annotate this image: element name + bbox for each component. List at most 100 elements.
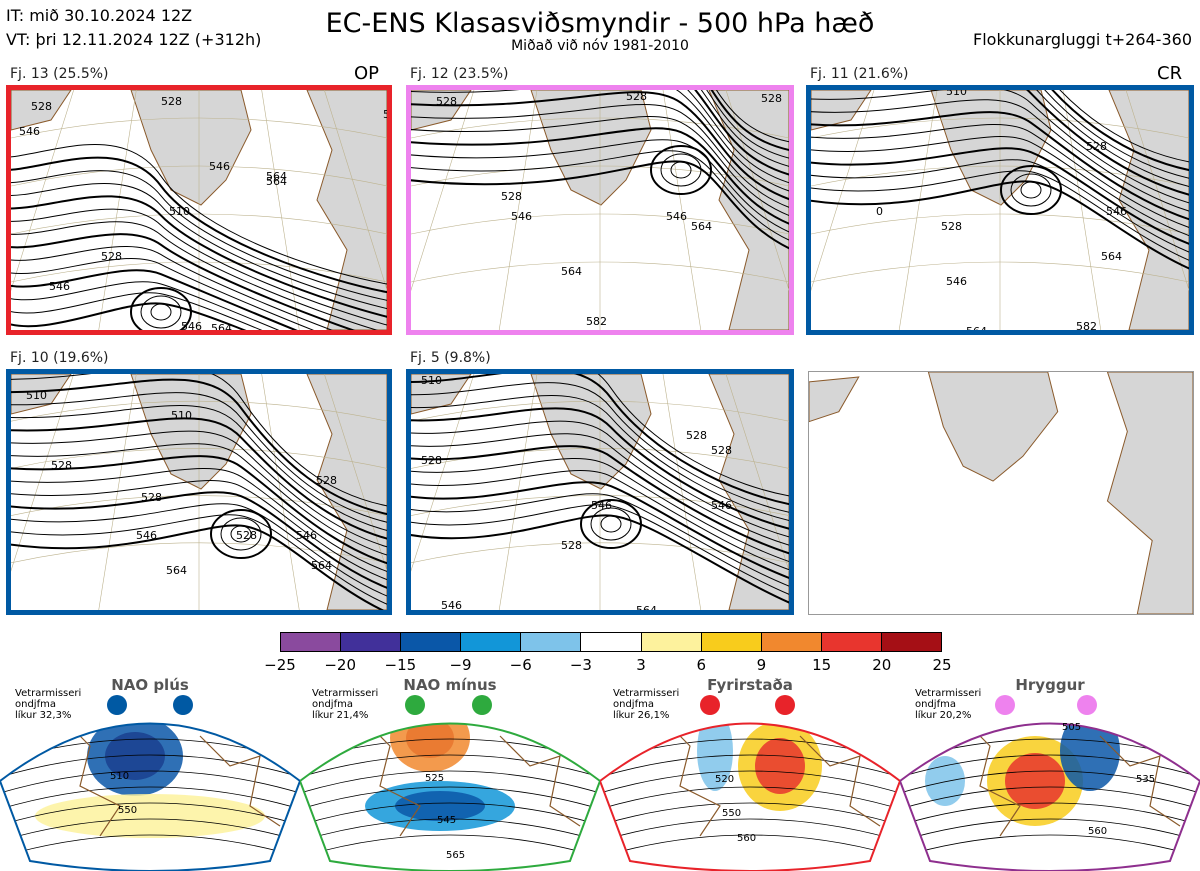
height-contour <box>811 111 1189 221</box>
anomaly-shading <box>406 723 454 758</box>
regime-map: 505 535 560 <box>900 695 1200 871</box>
contour-label: 528 <box>761 92 782 105</box>
height-contour <box>411 395 789 521</box>
contour-label: 546 <box>296 529 317 542</box>
graticule-line <box>811 90 875 291</box>
contour-label: 546 <box>383 108 387 121</box>
contour-label: 525 <box>425 773 444 784</box>
height-contour <box>300 754 600 781</box>
contour-label: 528 <box>561 539 582 552</box>
anomaly-shading <box>1005 753 1065 809</box>
contour-label: 510 <box>26 389 47 402</box>
height-contour <box>411 493 789 587</box>
regime-marker-dot <box>107 695 127 715</box>
cluster-map-panel[interactable]: 510 528 528 528 546 546 564 528 546 <box>406 369 794 615</box>
height-contour <box>11 392 387 523</box>
height-contour <box>11 195 387 318</box>
contour-label: 505 <box>1062 722 1081 733</box>
contour-label: 564 <box>266 170 287 183</box>
graticule-line <box>1062 90 1102 330</box>
low-center-contour <box>1010 173 1052 207</box>
map-canvas: 528 546 546 546 510 528 564 546 546 564 528 564 <box>11 90 387 330</box>
height-contour <box>411 445 789 555</box>
height-contour <box>900 834 1200 861</box>
height-contour <box>11 144 387 285</box>
height-contour <box>300 802 600 829</box>
height-contour <box>11 514 387 605</box>
low-center-contour <box>1000 165 1062 215</box>
height-contour <box>11 208 387 326</box>
height-contour <box>11 467 387 572</box>
contour-label: 528 <box>1086 140 1107 153</box>
graticule-line <box>261 374 300 610</box>
regime-title: Fyrirstaða <box>707 676 793 694</box>
contour-label: 582 <box>586 315 607 328</box>
cluster-map-panel[interactable]: 510 510 528 528 546 546 564 564 528 528 <box>6 369 392 615</box>
contour-label: 560 <box>737 833 756 844</box>
height-contour <box>600 770 900 797</box>
map-canvas <box>809 372 1193 614</box>
regime-panel-blocking[interactable]: 520 550 560 Fyrirstaða Vetrarmisseri ondjf… <box>600 676 900 871</box>
height-contour <box>11 443 387 556</box>
contour-label: 528 <box>236 529 257 542</box>
cluster-map-panel[interactable]: 510 528 528 546 546 564 564 582 0 <box>806 85 1194 335</box>
classification-window: Flokkunargluggi t+264-360 <box>973 30 1192 49</box>
height-contour <box>411 91 789 201</box>
colorbar-tick-label: −3 <box>569 656 592 674</box>
landmass <box>130 90 252 206</box>
contour-label: 564 <box>166 564 187 577</box>
height-contour <box>600 802 900 829</box>
height-contour <box>411 150 789 241</box>
contour-label: 546 <box>666 210 687 223</box>
colorbar-tick-label: −25 <box>264 656 296 674</box>
low-center-contour <box>660 153 702 187</box>
contour-label: 545 <box>437 815 456 826</box>
height-contour <box>0 834 300 861</box>
colorbar-tick-label: 9 <box>756 656 767 674</box>
height-contour <box>700 90 789 167</box>
regime-map: 525 545 565 <box>300 695 600 871</box>
graticule-line <box>261 90 300 330</box>
cluster-label: Fj. 10 (19.6%) <box>10 350 109 366</box>
height-contour <box>1044 90 1189 179</box>
height-contour <box>1036 90 1189 187</box>
cluster-map-panel[interactable]: 528 546 546 546 510 528 564 546 546 564 528 564 <box>6 85 392 335</box>
height-contour <box>706 90 789 159</box>
height-contour <box>11 480 387 581</box>
regime-panel-nao-plus[interactable]: 510 550 NAO plús Vetrarmisseri ondjfma lí… <box>0 676 300 871</box>
height-contour <box>1051 90 1189 172</box>
contour-label: 564 <box>1101 250 1122 263</box>
graticule-line <box>98 374 137 610</box>
height-contour <box>687 90 789 184</box>
height-contour <box>11 170 387 301</box>
regime-panel-nao-minus[interactable]: 525 545 565 NAO mínus Vetrarmisseri ondjfm… <box>300 676 600 871</box>
landmass <box>811 90 872 131</box>
height-contour <box>411 127 789 225</box>
colorbar-swatch <box>581 633 642 651</box>
height-contour <box>600 754 900 781</box>
contour-label: 564 <box>266 175 287 188</box>
height-contour <box>411 103 789 208</box>
colorbar-tick-label: 25 <box>932 656 952 674</box>
contour-label: 564 <box>691 220 712 233</box>
height-contour <box>0 754 300 781</box>
map-canvas: 510 510 528 528 546 546 564 564 528 528 <box>11 374 387 610</box>
contour-label: 565 <box>446 850 465 861</box>
contour-label: 510 <box>946 90 967 98</box>
colorbar-swatch <box>341 633 402 651</box>
regime-title: NAO mínus <box>403 676 497 694</box>
height-contour <box>300 786 600 813</box>
regime-map: 510 550 <box>0 695 300 871</box>
height-contour <box>300 834 600 861</box>
colorbar-swatch <box>701 633 762 651</box>
graticule-line <box>11 90 74 292</box>
contour-label: 564 <box>966 325 987 330</box>
contour-label: 510 <box>110 771 129 782</box>
height-contour <box>11 455 387 565</box>
cluster-label: Fj. 5 (9.8%) <box>410 350 491 366</box>
anomaly-shading <box>697 723 733 791</box>
contour-label: 528 <box>501 190 522 203</box>
cluster-map-panel[interactable]: 528 528 528 546 564 546 564 528 582 <box>406 85 794 335</box>
contour-label: 528 <box>161 95 182 108</box>
regime-panel-ridge[interactable]: 505 535 560 Hryggur Vetrarmisseri ondjfma … <box>900 676 1200 871</box>
